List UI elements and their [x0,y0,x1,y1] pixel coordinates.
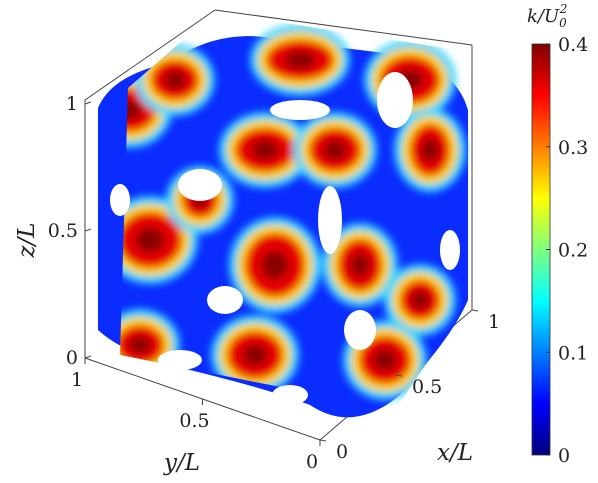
colorbar-tick-label: 0.4 [558,34,588,56]
surface-peak [350,253,370,277]
y-tick-label: 1 [71,369,83,391]
surface-peak [164,71,186,89]
x-tick-mark [319,439,327,442]
x-tick-label: 0.5 [412,376,442,398]
colorbar-tick-label: 0.3 [558,137,588,159]
colorbar-title: k/U02 [527,2,567,30]
surface-hole [158,350,202,370]
surface-hole [440,230,460,270]
surface-hole [344,310,376,350]
z-tick-label: 0 [66,347,78,369]
z-tick-label: 1 [66,93,78,115]
surface-peak [323,140,347,160]
z-tick-mark [84,228,92,232]
y-axis-label: y/L [163,450,200,476]
colorbar: 0 0.1 0.2 0.3 0.4 k/U02 [527,2,588,467]
surface-hole [178,169,222,201]
colorbar-tick-label: 0 [558,445,570,467]
x-tick-label: 0 [336,441,348,463]
z-axis-ticks: 00.51 [48,93,92,369]
x-axis-ticks: 00.51 [319,309,500,463]
surface-peak [251,140,279,160]
x-axis-label: x/L [437,440,473,466]
surface-hole [272,385,308,405]
surface-peak [261,250,289,280]
colorbar-tick-label: 0.2 [558,240,588,262]
z-tick-mark [84,101,92,105]
z-tick-label: 0.5 [48,220,78,242]
z-axis-label: z/L [14,222,40,258]
colorbar-tick-label: 0.1 [558,342,588,364]
y-tick-label: 0 [306,451,318,473]
surface-peak [411,291,429,309]
x-tick-mark [395,374,403,377]
surface-peak [421,138,439,162]
surface-peak [242,344,268,366]
y-axis-ticks: 10.50 [71,358,321,473]
surface-peak [135,227,165,253]
surface-peak [129,336,151,354]
x-tick-mark [471,309,479,312]
x-tick-label: 1 [488,311,500,333]
colorbar-ticks: 0 0.1 0.2 0.3 0.4 [546,34,588,467]
surface-hole [110,184,130,216]
isosurface [98,24,468,418]
surface-hole [377,72,413,128]
colorbar-title-sup: 2 [559,2,568,16]
surface-peak [373,349,397,371]
colorbar-title-sub: 0 [559,16,567,30]
surface-hole [318,186,342,254]
surface-hole [270,100,330,120]
surface-hole [207,286,243,314]
surface-peak [284,51,316,69]
z-tick-mark [84,355,92,359]
y-tick-label: 0.5 [179,410,209,432]
